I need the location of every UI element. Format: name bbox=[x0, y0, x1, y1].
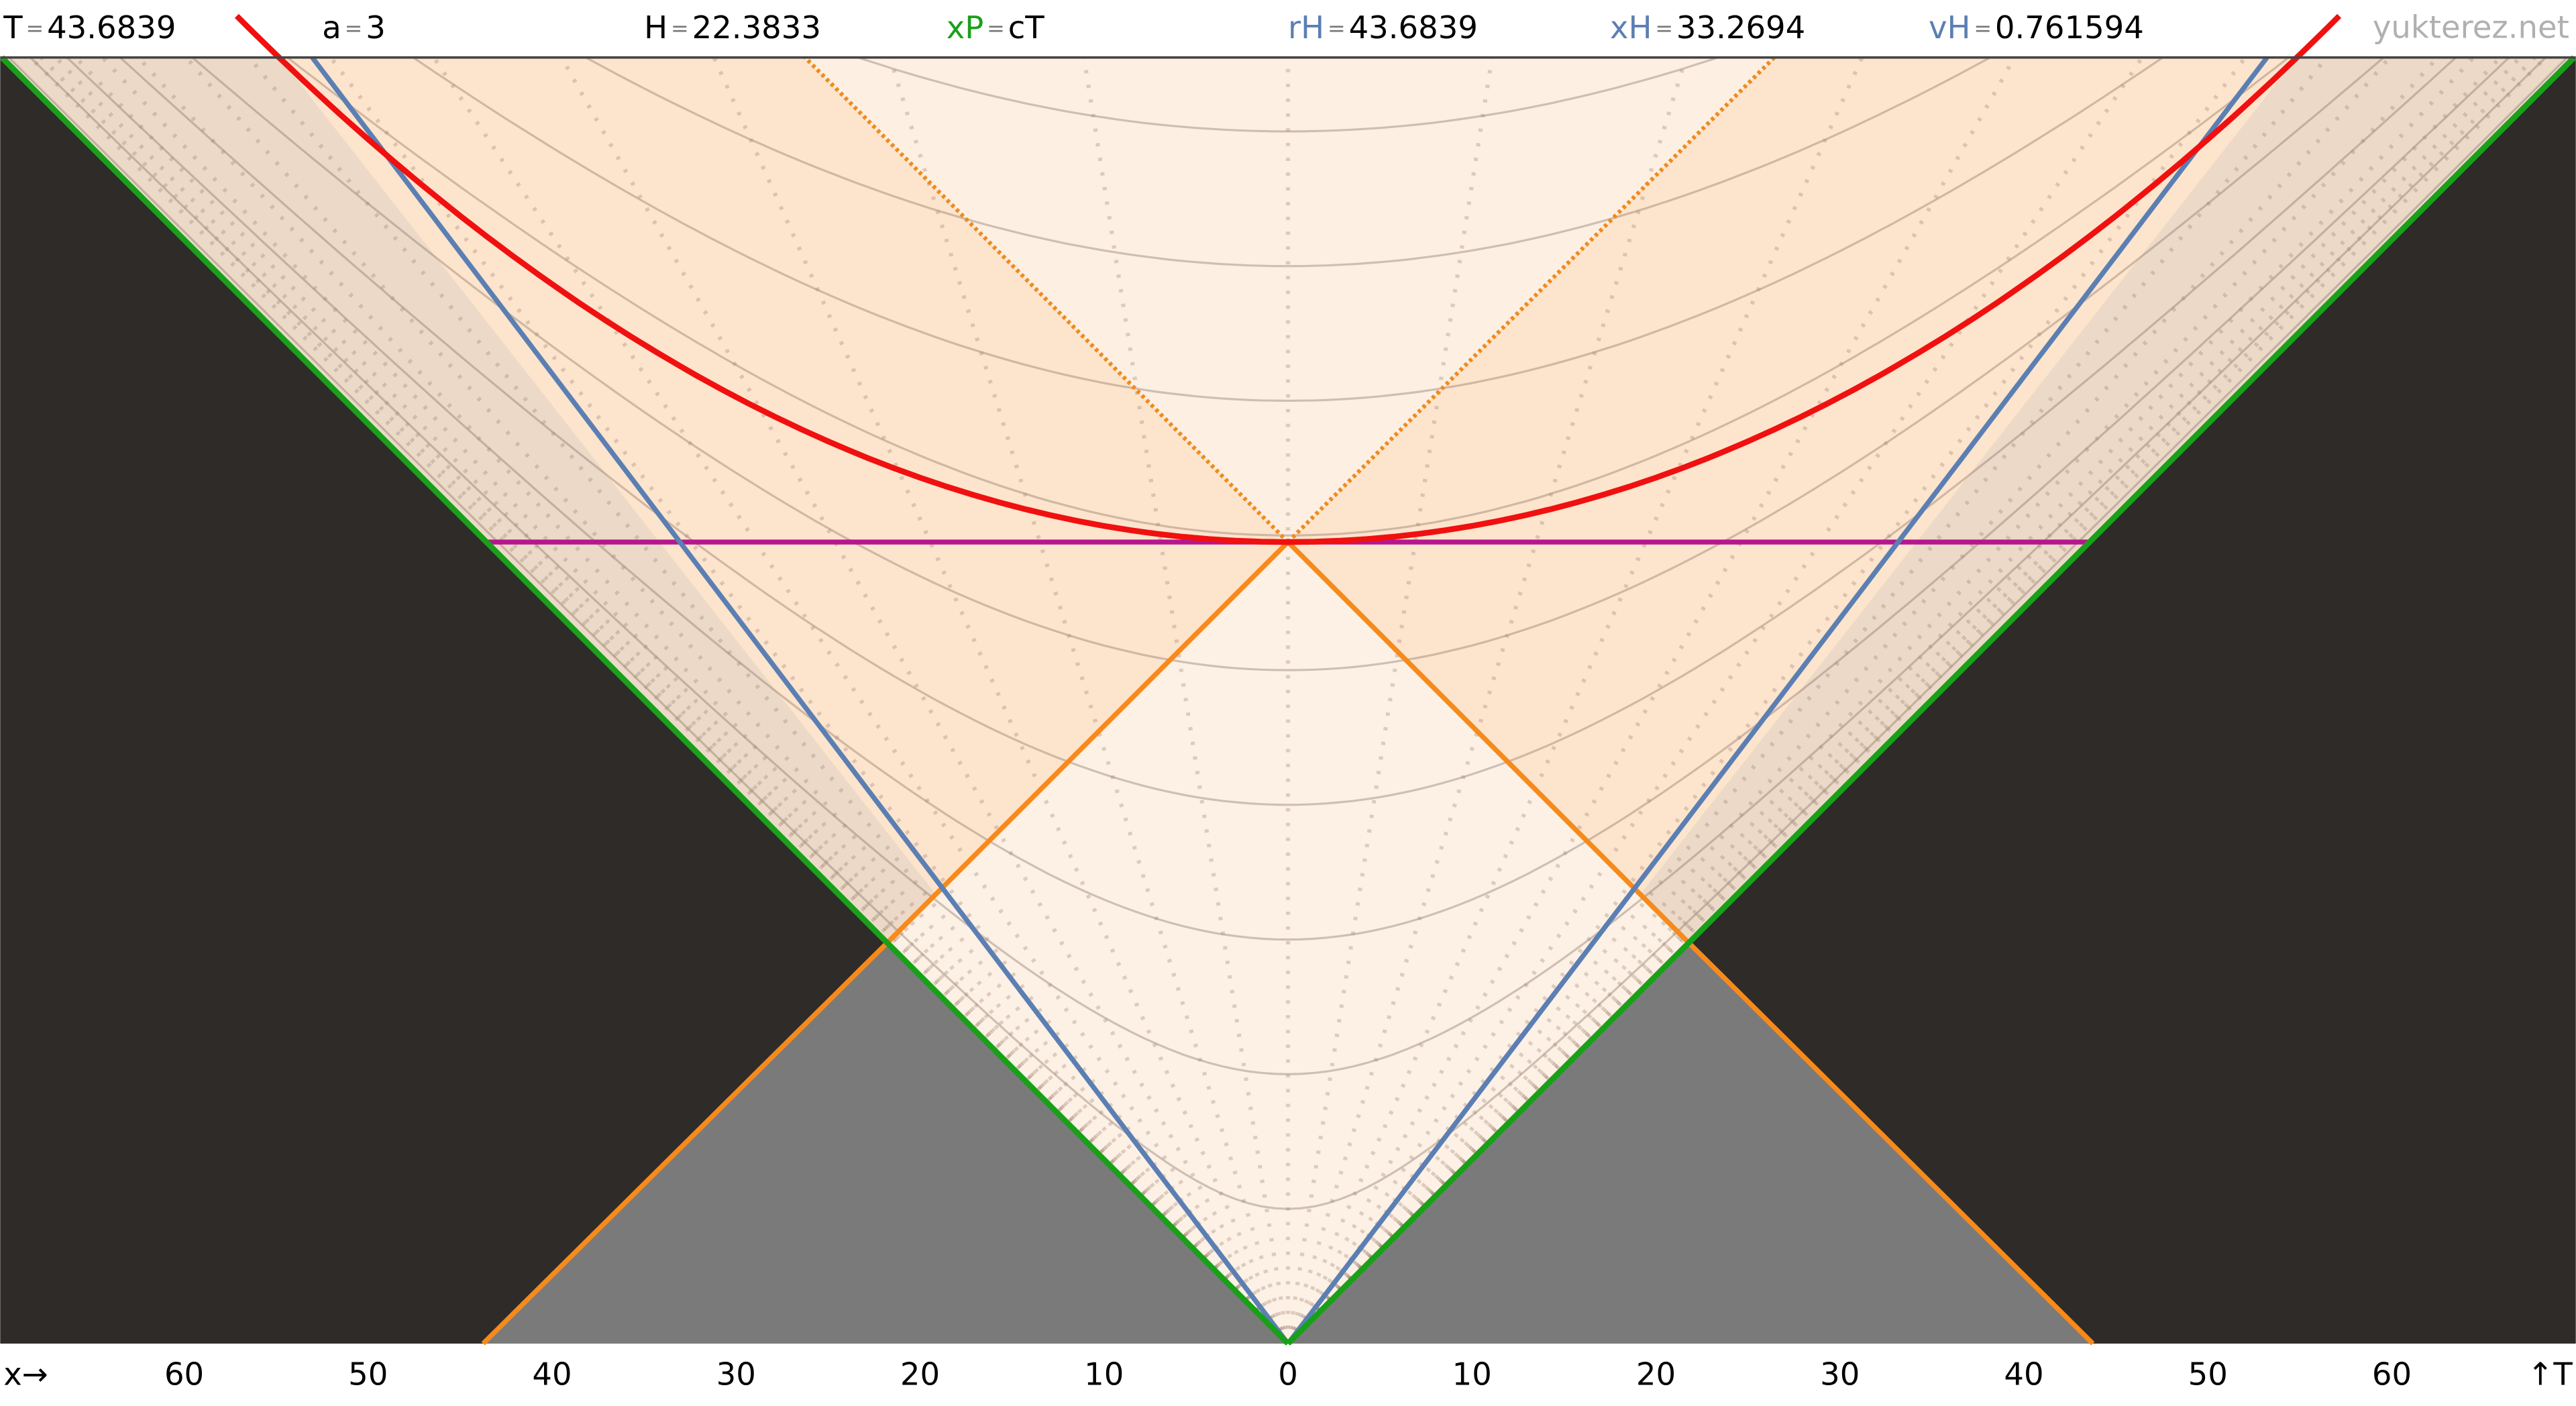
hyperbola bbox=[1, 57, 2575, 1075]
header-separator: = bbox=[1328, 15, 1346, 41]
radial-line bbox=[1286, 57, 2475, 1344]
header-label: H bbox=[644, 9, 667, 46]
dotted-light-right bbox=[1286, 56, 1776, 544]
x-tick-label: 50 bbox=[348, 1356, 388, 1392]
header-label: xP bbox=[947, 9, 984, 46]
hyperbola bbox=[1, 57, 2575, 537]
x-tick-label: 60 bbox=[164, 1356, 204, 1392]
header-item: rH = 43.6839 bbox=[1288, 9, 1478, 46]
x-tick-label: 40 bbox=[532, 1356, 572, 1392]
header-value: 43.6839 bbox=[1349, 9, 1478, 46]
light-cone-right bbox=[1285, 55, 2576, 1346]
radial-line bbox=[1286, 57, 1688, 1344]
header-label: rH bbox=[1288, 9, 1324, 46]
radial-line bbox=[1286, 57, 2247, 1344]
x-tick-label: 10 bbox=[1452, 1356, 1492, 1392]
header-label: xH bbox=[1610, 9, 1652, 46]
horizon-right bbox=[1286, 56, 2269, 1346]
header-label: vH bbox=[1929, 9, 1971, 46]
x-tick-label: 30 bbox=[716, 1356, 756, 1392]
header-value: 3 bbox=[366, 9, 386, 46]
radial-line bbox=[184, 57, 1290, 1344]
header-separator: = bbox=[987, 15, 1005, 41]
header-value: 33.2694 bbox=[1676, 9, 1805, 46]
radial-line bbox=[40, 57, 1290, 1344]
header-item: H = 22.3833 bbox=[644, 9, 821, 46]
x-tick-label: 60 bbox=[2372, 1356, 2412, 1392]
shadow-right bbox=[1288, 942, 2093, 1344]
header-value: cT bbox=[1008, 9, 1045, 46]
axis-band bbox=[0, 1345, 2576, 1406]
header-value: 22.3833 bbox=[692, 9, 821, 46]
header-separator: = bbox=[1974, 15, 1992, 41]
radial-line bbox=[1286, 57, 2144, 1344]
header-item: xP = cT bbox=[947, 9, 1045, 46]
header-label: a bbox=[322, 9, 341, 46]
header-item: vH = 0.761594 bbox=[1929, 9, 2144, 46]
hyperbola bbox=[1, 57, 2575, 1210]
radial-line bbox=[1286, 57, 2392, 1344]
radial-line bbox=[1285, 57, 1495, 1344]
y-axis-label: ↑T bbox=[2527, 1356, 2573, 1392]
horizon-left bbox=[310, 56, 1290, 1346]
header-label: T bbox=[3, 9, 23, 46]
header-item: xH = 33.2694 bbox=[1610, 9, 1805, 46]
x-axis-label: x→ bbox=[3, 1356, 48, 1392]
header-value: 43.6839 bbox=[47, 9, 176, 46]
header-separator: = bbox=[26, 15, 44, 41]
x-tick-label: 20 bbox=[1636, 1356, 1676, 1392]
x-tick-label: 50 bbox=[2188, 1356, 2228, 1392]
header-item: T = 43.6839 bbox=[3, 9, 176, 46]
radial-line bbox=[1286, 57, 2522, 1344]
x-tick-label: 20 bbox=[900, 1356, 940, 1392]
header-separator: = bbox=[671, 15, 689, 41]
hyperbola bbox=[1, 57, 2575, 402]
light-cone-left bbox=[0, 55, 1291, 1346]
radial-line bbox=[101, 57, 1290, 1344]
x-tick-label: 10 bbox=[1084, 1356, 1124, 1392]
worldline bbox=[234, 13, 2342, 545]
radial-line bbox=[432, 57, 1290, 1344]
hyperbola bbox=[1, 57, 2575, 941]
radial-line bbox=[1286, 57, 2536, 1344]
shadow-left bbox=[483, 942, 1288, 1344]
x-tick-label: 30 bbox=[1820, 1356, 1860, 1392]
radial-line bbox=[1286, 57, 2328, 1344]
radial-line bbox=[54, 57, 1290, 1344]
header-separator: = bbox=[1655, 15, 1673, 41]
radial-line bbox=[248, 57, 1290, 1344]
dotted-light-left bbox=[803, 56, 1290, 544]
hyperbola bbox=[1, 57, 2575, 268]
x-tick-label: 40 bbox=[2004, 1356, 2043, 1392]
header-separator: = bbox=[345, 15, 363, 41]
hyperbola bbox=[1, 57, 2575, 133]
hyperbola bbox=[1, 57, 2575, 806]
watermark: yukterez.net bbox=[2373, 9, 2569, 46]
future-region bbox=[805, 57, 1774, 543]
x-tick-label: 0 bbox=[1278, 1356, 1298, 1392]
hyperbola bbox=[1, 57, 2575, 671]
header-item: a = 3 bbox=[322, 9, 386, 46]
header-value: 0.761594 bbox=[1995, 9, 2144, 46]
radial-line bbox=[1081, 57, 1291, 1344]
grid bbox=[1, 57, 2575, 1344]
radial-line bbox=[888, 57, 1290, 1344]
